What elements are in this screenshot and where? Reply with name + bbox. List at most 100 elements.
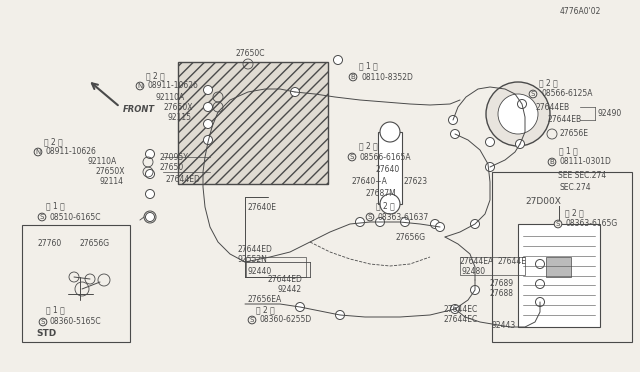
Text: 92110A: 92110A (155, 93, 184, 102)
Circle shape (376, 218, 385, 227)
Circle shape (486, 138, 495, 147)
Text: 92110A: 92110A (88, 157, 117, 167)
Circle shape (145, 150, 154, 158)
Text: STD: STD (36, 330, 56, 339)
Text: S: S (556, 221, 560, 227)
Circle shape (451, 305, 460, 314)
Text: 27687M: 27687M (365, 189, 396, 199)
Text: 27650: 27650 (160, 163, 184, 171)
Bar (246, 257, 306, 277)
Circle shape (291, 87, 300, 96)
Circle shape (380, 122, 400, 142)
Text: 27644EB: 27644EB (535, 103, 569, 112)
Circle shape (451, 129, 460, 138)
Text: 08911-10626: 08911-10626 (46, 148, 97, 157)
Text: 〈 2 〉: 〈 2 〉 (376, 202, 394, 211)
Circle shape (518, 99, 527, 109)
Bar (378, 132, 402, 204)
Text: 27650X: 27650X (95, 167, 125, 176)
Text: 〈 1 〉: 〈 1 〉 (358, 61, 378, 71)
Text: 27656E: 27656E (560, 129, 589, 138)
Text: 27656EA: 27656EA (248, 295, 282, 304)
Circle shape (536, 260, 545, 269)
Text: 〈 1 〉: 〈 1 〉 (559, 147, 577, 155)
Text: 4776A0'02: 4776A0'02 (560, 7, 602, 16)
Text: 27640+A: 27640+A (352, 177, 388, 186)
Bar (178, 62, 328, 184)
Text: 27650X: 27650X (163, 103, 193, 112)
Circle shape (296, 302, 305, 311)
Text: 92442: 92442 (278, 285, 302, 294)
Circle shape (204, 103, 212, 112)
Text: 27644EA: 27644EA (460, 257, 494, 266)
Text: 27656G: 27656G (80, 240, 110, 248)
Bar (460, 257, 525, 275)
Bar (546, 257, 571, 277)
Text: 27644EB: 27644EB (548, 115, 582, 125)
Text: S: S (40, 214, 44, 220)
Circle shape (498, 94, 538, 134)
Circle shape (449, 115, 458, 125)
Text: 92490: 92490 (597, 109, 621, 119)
Bar (22, 225, 130, 342)
Text: 〈 2 〉: 〈 2 〉 (255, 305, 275, 314)
Text: S: S (350, 154, 354, 160)
Text: 92115: 92115 (168, 112, 192, 122)
Text: SEC.274: SEC.274 (560, 183, 591, 192)
Circle shape (401, 218, 410, 227)
Text: 〈 2 〉: 〈 2 〉 (146, 71, 164, 80)
Circle shape (431, 219, 440, 228)
Text: 08363-6165G: 08363-6165G (566, 219, 618, 228)
Text: 27656G: 27656G (396, 232, 426, 241)
Text: 08510-6165C: 08510-6165C (50, 212, 102, 221)
Text: S: S (531, 91, 535, 97)
Circle shape (145, 170, 154, 179)
Text: S: S (368, 214, 372, 220)
Text: 92440: 92440 (248, 267, 272, 276)
Text: 08360-6255D: 08360-6255D (260, 315, 312, 324)
Text: 27095Y: 27095Y (160, 153, 189, 161)
Text: 〈 2 〉: 〈 2 〉 (564, 208, 584, 218)
Circle shape (204, 86, 212, 94)
Text: 08110-8352D: 08110-8352D (361, 73, 413, 81)
Circle shape (145, 189, 154, 199)
Text: 27689: 27689 (490, 279, 514, 289)
Text: 〈 2 〉: 〈 2 〉 (44, 138, 62, 147)
Text: 27644EC: 27644EC (443, 305, 477, 314)
Text: B: B (550, 159, 554, 165)
Text: 08111-0301D: 08111-0301D (560, 157, 612, 167)
Text: N: N (138, 83, 143, 89)
Bar (518, 224, 600, 327)
Text: 〈 1 〉: 〈 1 〉 (45, 202, 65, 211)
Text: B: B (351, 74, 355, 80)
Text: S: S (250, 317, 254, 323)
Text: 27644ED: 27644ED (165, 176, 200, 185)
Text: SEE SEC.274: SEE SEC.274 (558, 171, 606, 180)
Text: 08911-10626: 08911-10626 (148, 81, 199, 90)
Circle shape (515, 140, 525, 148)
Text: 〈 1 〉: 〈 1 〉 (45, 305, 65, 314)
Text: 27650C: 27650C (236, 49, 265, 58)
Text: FRONT: FRONT (123, 105, 155, 113)
Text: 92552N: 92552N (238, 256, 268, 264)
Circle shape (486, 82, 550, 146)
Text: 27688: 27688 (490, 289, 514, 298)
Text: 92443: 92443 (492, 321, 516, 330)
Text: 27D00X: 27D00X (525, 198, 561, 206)
Circle shape (333, 55, 342, 64)
Text: 27640: 27640 (375, 166, 399, 174)
Circle shape (204, 119, 212, 128)
Text: 92114: 92114 (100, 177, 124, 186)
Text: 08566-6125A: 08566-6125A (541, 90, 593, 99)
Circle shape (536, 279, 545, 289)
Text: S: S (41, 319, 45, 325)
Text: 27640E: 27640E (248, 202, 277, 212)
Circle shape (536, 298, 545, 307)
Circle shape (435, 222, 445, 231)
Text: 08360-5165C: 08360-5165C (50, 317, 102, 327)
Circle shape (486, 163, 495, 171)
Circle shape (380, 194, 400, 214)
Text: 〈 2 〉: 〈 2 〉 (539, 78, 557, 87)
Text: 〈 2 〉: 〈 2 〉 (358, 141, 378, 151)
Circle shape (335, 311, 344, 320)
